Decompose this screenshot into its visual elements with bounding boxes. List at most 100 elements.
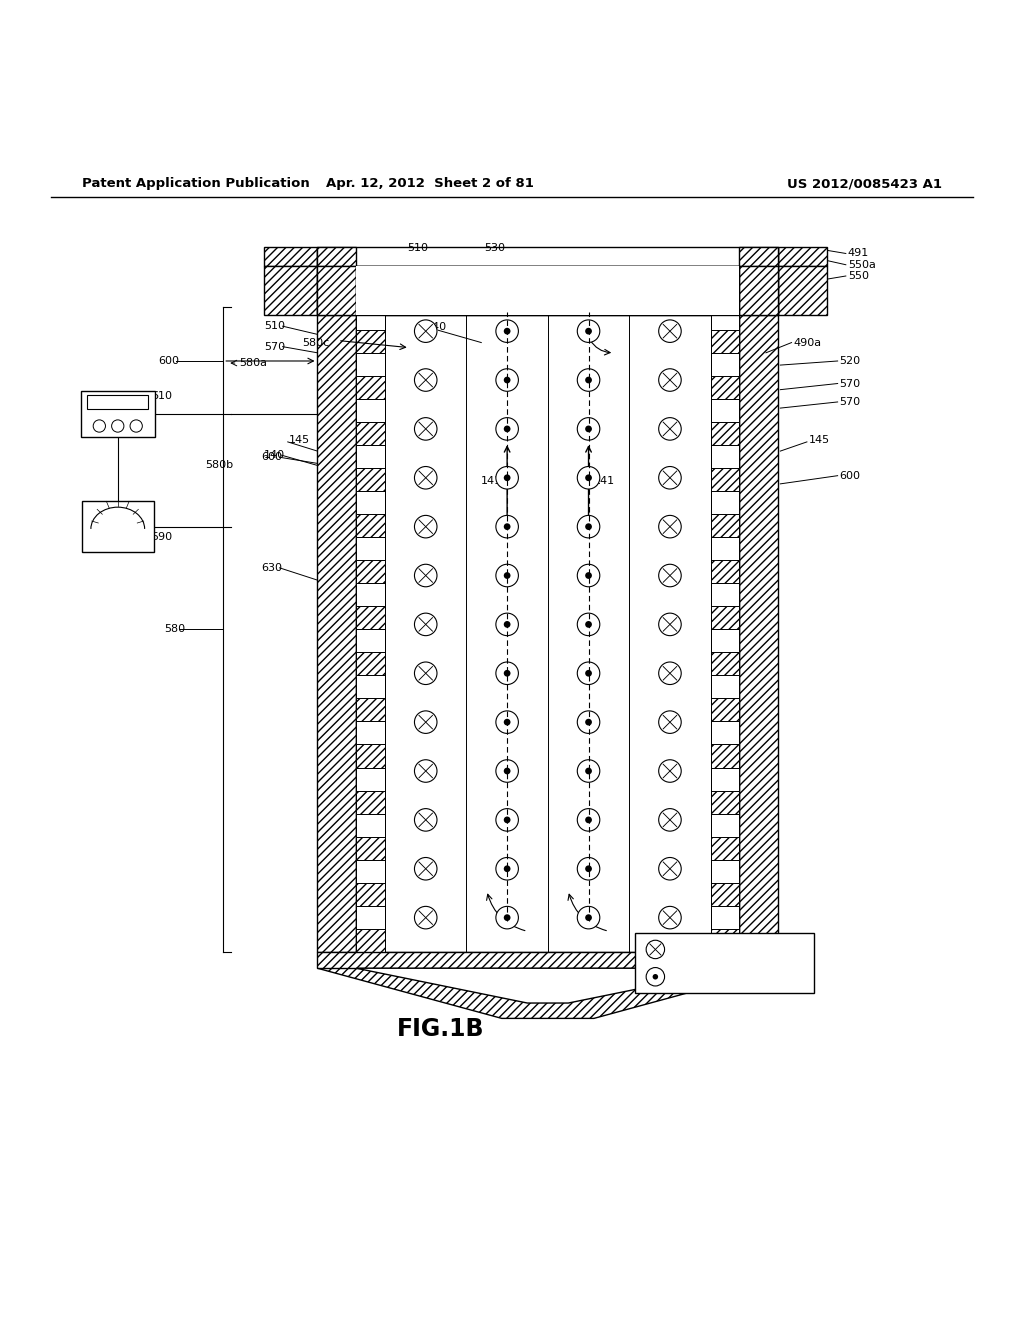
Circle shape	[578, 809, 600, 832]
Text: 630: 630	[261, 562, 283, 573]
Circle shape	[578, 760, 600, 783]
Circle shape	[504, 719, 511, 726]
Circle shape	[578, 466, 600, 488]
Bar	[739, 247, 778, 265]
Bar	[711, 583, 739, 606]
Circle shape	[585, 376, 592, 383]
Circle shape	[504, 620, 511, 628]
Text: 140: 140	[264, 450, 286, 461]
Bar	[711, 883, 739, 906]
Circle shape	[415, 858, 437, 880]
Circle shape	[415, 368, 437, 391]
Bar	[356, 537, 385, 560]
Bar	[711, 606, 739, 630]
Circle shape	[415, 809, 437, 832]
Bar	[711, 422, 739, 445]
Circle shape	[496, 417, 518, 440]
Text: 510: 510	[408, 243, 429, 253]
Text: 570: 570	[264, 342, 286, 351]
Bar	[711, 352, 739, 376]
Bar	[317, 306, 356, 952]
Circle shape	[504, 327, 511, 334]
Circle shape	[415, 612, 437, 636]
Bar	[356, 491, 385, 513]
Circle shape	[112, 420, 124, 432]
Circle shape	[496, 711, 518, 734]
Text: 580b: 580b	[205, 461, 232, 470]
Bar	[356, 330, 385, 352]
Text: 610: 610	[152, 391, 173, 401]
Bar	[711, 630, 739, 652]
Bar	[356, 813, 385, 837]
Circle shape	[504, 817, 511, 824]
Bar	[356, 376, 385, 399]
Circle shape	[496, 466, 518, 488]
Bar	[317, 265, 778, 315]
Bar	[356, 445, 385, 469]
Bar	[87, 395, 148, 409]
Circle shape	[504, 572, 511, 579]
Circle shape	[658, 760, 681, 783]
Bar	[711, 837, 739, 859]
Circle shape	[496, 663, 518, 685]
Circle shape	[585, 523, 592, 531]
Circle shape	[578, 858, 600, 880]
Circle shape	[93, 420, 105, 432]
Bar	[356, 306, 385, 330]
Text: 145: 145	[289, 434, 310, 445]
Bar	[356, 469, 385, 491]
Circle shape	[578, 515, 600, 539]
Circle shape	[652, 974, 658, 979]
Circle shape	[585, 768, 592, 775]
Bar	[711, 376, 739, 399]
Text: Out of Page: Out of Page	[674, 972, 739, 982]
Bar	[82, 502, 154, 553]
Circle shape	[658, 809, 681, 832]
Text: 520: 520	[840, 356, 861, 366]
Bar	[711, 652, 739, 676]
Circle shape	[415, 663, 437, 685]
Circle shape	[578, 417, 600, 440]
Bar	[356, 837, 385, 859]
Circle shape	[415, 564, 437, 587]
Circle shape	[415, 515, 437, 539]
Bar	[711, 537, 739, 560]
Bar	[356, 744, 385, 767]
Circle shape	[496, 368, 518, 391]
Circle shape	[496, 319, 518, 342]
Bar	[356, 859, 385, 883]
Circle shape	[585, 817, 592, 824]
Circle shape	[578, 711, 600, 734]
Text: US 2012/0085423 A1: US 2012/0085423 A1	[787, 177, 942, 190]
Bar	[356, 606, 385, 630]
Text: 590: 590	[152, 532, 173, 543]
Bar	[317, 952, 778, 969]
Bar	[711, 767, 739, 791]
Bar	[711, 469, 739, 491]
Bar	[739, 265, 778, 315]
Bar	[356, 698, 385, 722]
Bar	[356, 676, 385, 698]
Bar	[635, 933, 814, 993]
Circle shape	[578, 612, 600, 636]
Text: 580c: 580c	[302, 338, 330, 347]
Bar	[356, 265, 739, 315]
Circle shape	[658, 907, 681, 929]
Circle shape	[578, 368, 600, 391]
Text: 510: 510	[264, 321, 286, 331]
Circle shape	[130, 420, 142, 432]
Text: 550: 550	[848, 271, 869, 281]
Bar	[711, 859, 739, 883]
Bar	[711, 813, 739, 837]
Bar	[356, 906, 385, 929]
Circle shape	[496, 809, 518, 832]
Circle shape	[504, 523, 511, 531]
Circle shape	[658, 466, 681, 488]
Text: 145: 145	[809, 434, 830, 445]
Circle shape	[578, 907, 600, 929]
Circle shape	[415, 907, 437, 929]
Circle shape	[585, 669, 592, 677]
Circle shape	[496, 515, 518, 539]
Circle shape	[496, 760, 518, 783]
Circle shape	[578, 564, 600, 587]
